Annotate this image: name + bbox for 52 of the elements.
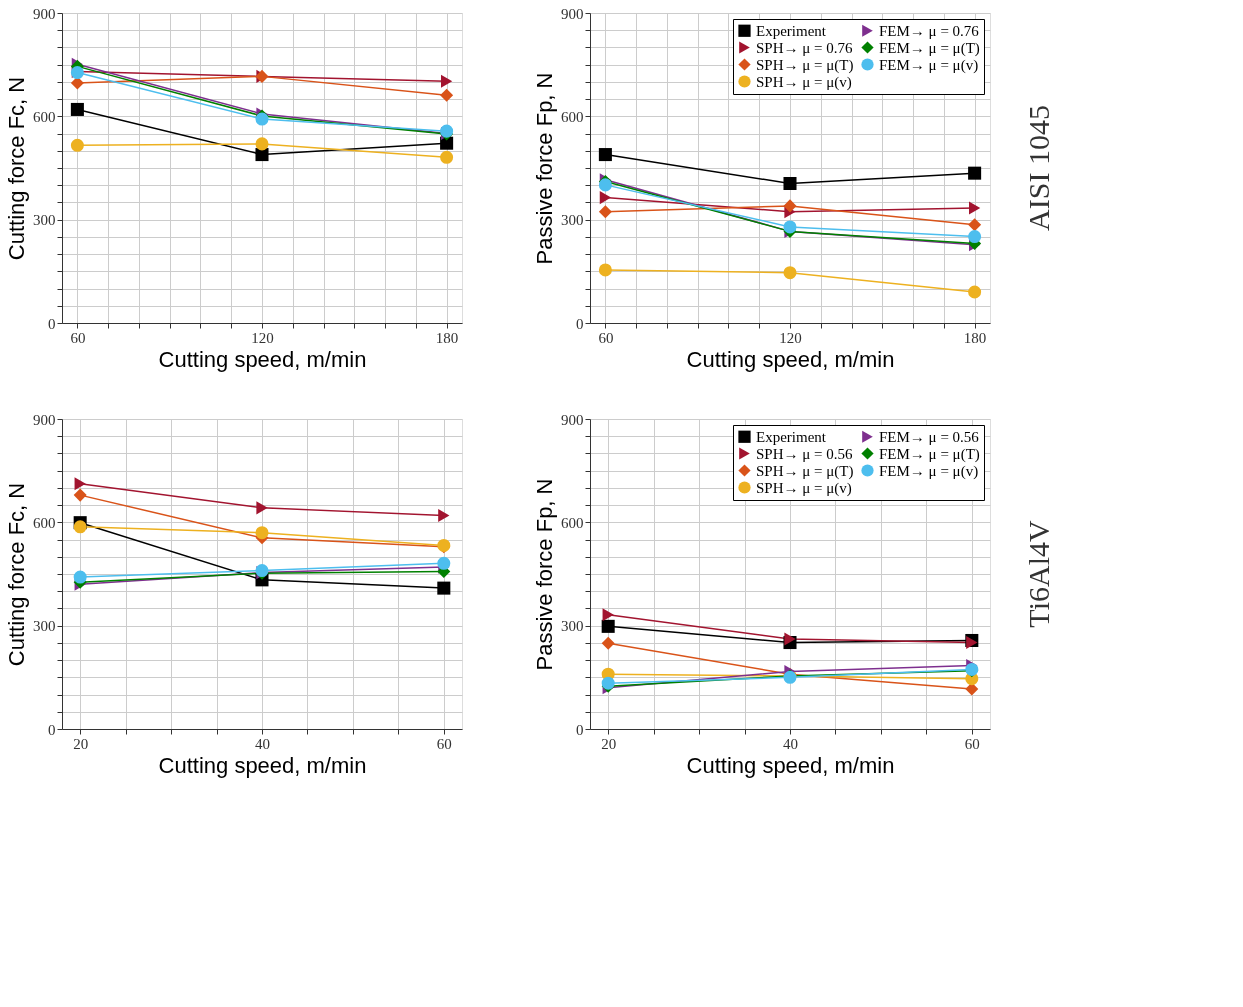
y-tick-label: 0 [576,315,584,332]
legend-label: SPH→ μ = μ(v) [756,479,852,497]
legend-label: SPH→ μ = μ(T) [756,462,854,480]
y-tick-label: 900 [561,5,584,22]
legend-label: FEM→ μ = μ(v) [879,56,979,74]
x-tick-label: 60 [964,735,980,752]
y-tick-label: 600 [561,108,584,125]
y-axis-title: Cutting force Fc, N [4,76,29,261]
text: AISI 1045 [1022,105,1055,231]
x-tick-label: 180 [963,329,987,346]
x-tick-label: 120 [779,329,802,346]
y-tick-label: 600 [33,514,56,531]
legend-label: SPH→ μ = μ(v) [756,73,852,91]
y-tick-label: 900 [561,411,584,428]
y-tick-label: 600 [33,108,56,125]
x-tick-label: 40 [783,735,798,752]
x-tick-label: 180 [435,329,459,346]
y-axis-title: Passive force Fp, N [532,478,557,671]
x-tick-label: 20 [73,735,89,752]
legend-label: FEM→ μ = 0.76 [879,22,980,39]
y-tick-label: 300 [33,618,56,635]
y-tick-label: 300 [561,212,584,229]
x-tick-label: 40 [255,735,270,752]
x-tick-label: 60 [598,329,614,346]
y-tick-label: 300 [33,212,56,229]
y-tick-label: 0 [48,721,56,738]
text: Ti6Al4V [1022,520,1055,628]
legend-label: SPH→ μ = 0.56 [756,445,854,462]
x-axis-title: Cutting speed, m/min [686,346,895,372]
legend-label: FEM→ μ = μ(v) [879,462,979,480]
x-axis-title: Cutting speed, m/min [158,752,367,778]
y-tick-label: 0 [576,721,584,738]
y-axis-title: Passive force Fp, N [532,72,557,265]
legend-label: Experiment [756,22,827,39]
legend-label: FEM→ μ = μ(T) [879,39,980,57]
legend-label: FEM→ μ = μ(T) [879,445,980,463]
y-tick-label: 600 [561,514,584,531]
y-tick-label: 900 [33,411,56,428]
x-axis-title: Cutting speed, m/min [686,752,895,778]
legend-label: SPH→ μ = μ(T) [756,56,854,74]
x-tick-label: 120 [251,329,274,346]
legend-label: SPH→ μ = 0.76 [756,39,854,56]
x-tick-label: 60 [70,329,86,346]
y-axis-title: Cutting force Fc, N [4,482,29,667]
legend-label: FEM→ μ = 0.56 [879,428,980,445]
x-axis-title: Cutting speed, m/min [158,346,367,372]
legend-label: Experiment [756,428,827,445]
x-tick-label: 20 [601,735,617,752]
y-tick-label: 0 [48,315,56,332]
x-tick-label: 60 [436,735,452,752]
y-tick-label: 900 [33,5,56,22]
y-tick-label: 300 [561,618,584,635]
